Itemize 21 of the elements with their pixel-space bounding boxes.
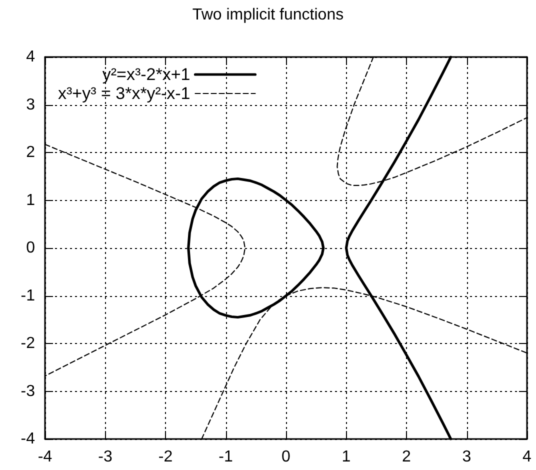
x-tick-label: 0 bbox=[282, 448, 291, 466]
y-tick-label: 1 bbox=[26, 192, 36, 209]
x-tick-label: 2 bbox=[402, 448, 412, 466]
legend-label: y²=x³-2*x+1 bbox=[102, 65, 190, 84]
y-tick-label: -2 bbox=[20, 335, 36, 352]
chart-title: Two implicit functions bbox=[192, 6, 344, 24]
x-tick-label: -2 bbox=[158, 448, 173, 466]
x-tick-label: 1 bbox=[342, 448, 351, 466]
x-tick-label: -4 bbox=[38, 448, 52, 466]
y-tick-label: -1 bbox=[20, 287, 36, 304]
x-tick-label: -3 bbox=[98, 448, 112, 466]
y-tick-label: -3 bbox=[20, 382, 36, 400]
x-tick-label: 4 bbox=[522, 448, 532, 466]
y-tick-label: 4 bbox=[26, 48, 36, 66]
y-tick-label: -4 bbox=[20, 430, 36, 448]
y-tick-label: 0 bbox=[26, 240, 36, 256]
x-tick-label: -1 bbox=[218, 448, 233, 466]
x-tick-label: 3 bbox=[462, 448, 472, 466]
y-tick-label: 3 bbox=[26, 96, 36, 114]
legend-label: x³+y³ = 3*x*y²-x-1 bbox=[58, 84, 190, 103]
y-tick-label: 2 bbox=[26, 144, 36, 161]
